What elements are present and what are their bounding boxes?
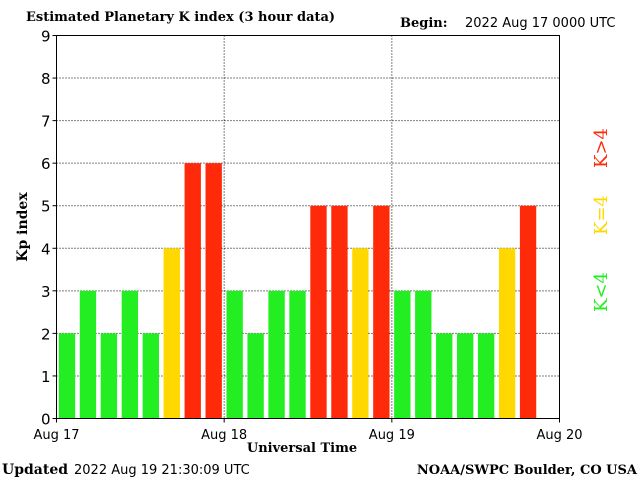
legend-low-label: K<4 <box>591 272 612 312</box>
plot-frame <box>56 35 560 419</box>
kp-bar <box>436 333 453 419</box>
bars <box>58 163 537 419</box>
chart-title: Estimated Planetary K index (3 hour data… <box>26 10 335 25</box>
begin-value: 2022 Aug 17 0000 UTC <box>465 16 615 31</box>
kp-bar <box>100 333 118 419</box>
x-tick-label: Aug 18 <box>201 428 247 443</box>
kp-bar <box>142 333 159 419</box>
begin-label: Begin: <box>400 16 448 31</box>
kp-bar <box>247 333 264 419</box>
kp-bar <box>310 205 327 419</box>
kp-bar <box>268 290 285 419</box>
y-tick-label: 6 <box>41 155 51 173</box>
updated-label: Updated <box>2 462 68 478</box>
updated-value: 2022 Aug 19 21:30:09 UTC <box>74 463 250 478</box>
kp-bar <box>477 333 495 419</box>
x-tick-label: Aug 17 <box>33 428 79 443</box>
y-tick-label: 0 <box>41 411 51 429</box>
x-tick-labels: Aug 17 Aug 18 Aug 19 Aug 20 <box>33 418 583 443</box>
kp-bar <box>58 333 76 419</box>
kp-bar <box>352 248 369 419</box>
y-tick-label: 9 <box>41 28 51 46</box>
kp-bar <box>121 290 139 419</box>
kp-bar <box>498 248 516 419</box>
x-tick-label: Aug 20 <box>536 428 582 443</box>
y-tick-label: 8 <box>41 70 51 88</box>
kp-bar <box>79 290 97 419</box>
y-tick-label: 4 <box>41 240 51 258</box>
kp-bar <box>457 333 474 419</box>
y-tick-labels: 0 1 2 3 4 5 6 7 8 9 <box>41 28 57 429</box>
legend-mid-label: K=4 <box>591 195 612 235</box>
kp-bar <box>226 290 243 419</box>
source-credit: NOAA/SWPC Boulder, CO USA <box>417 463 638 478</box>
kp-bar <box>394 290 411 419</box>
grid-lines <box>56 35 560 419</box>
x-axis-label: Universal Time <box>247 441 357 456</box>
y-tick-label: 2 <box>41 325 51 343</box>
legend-high-label: K>4 <box>591 128 612 168</box>
kp-bar <box>163 248 180 419</box>
kp-bar <box>289 290 306 419</box>
x-tick-label: Aug 19 <box>369 428 415 443</box>
kp-bar <box>415 290 432 419</box>
y-tick-label: 5 <box>41 198 51 216</box>
y-tick-label: 3 <box>41 283 51 301</box>
kp-bar <box>205 163 222 419</box>
kp-bar <box>331 205 348 419</box>
kp-bar <box>519 205 537 419</box>
y-tick-label: 1 <box>41 368 51 386</box>
kp-bar <box>184 163 201 419</box>
y-tick-label: 7 <box>41 113 51 131</box>
y-axis-label: Kp index <box>15 192 31 262</box>
kp-bar <box>373 205 390 419</box>
